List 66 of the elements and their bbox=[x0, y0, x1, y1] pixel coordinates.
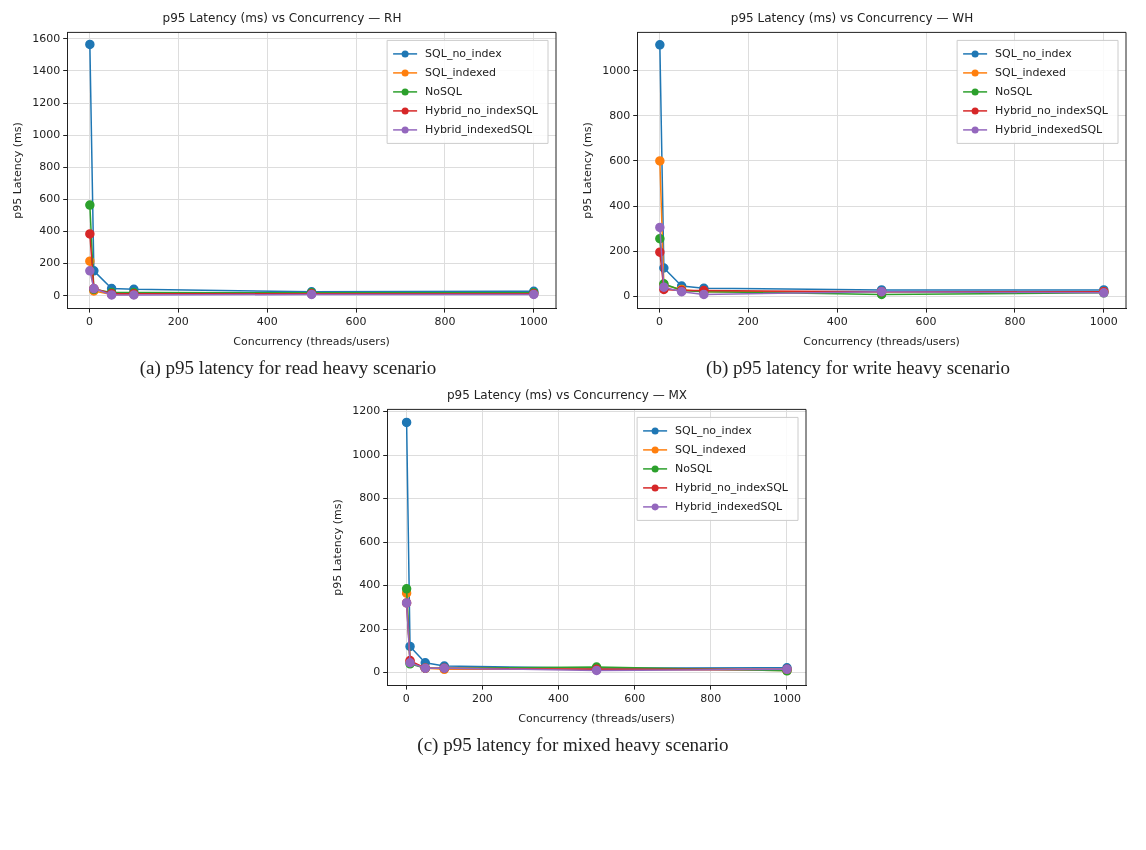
x-tick-label: 0 bbox=[85, 315, 93, 329]
legend-label: Hybrid_indexedSQL bbox=[425, 122, 534, 136]
legend-label: SQL_indexed bbox=[675, 442, 746, 456]
y-tick-label: 800 bbox=[609, 108, 631, 122]
chart-title: p95 Latency (ms) vs Concurrency — WH bbox=[730, 11, 974, 26]
y-tick-label: 400 bbox=[39, 224, 61, 238]
x-tick-label: 800 bbox=[434, 315, 456, 329]
x-tick-label: 1000 bbox=[772, 692, 801, 706]
y-axis-title: p95 Latency (ms) bbox=[11, 122, 25, 219]
y-tick-label: 1000 bbox=[32, 128, 61, 142]
y-tick-label: 1600 bbox=[32, 31, 61, 45]
x-tick-label: 400 bbox=[826, 315, 848, 329]
y-tick-label: 800 bbox=[39, 160, 61, 174]
text: (a) p95 latency for read heavy scenario bbox=[138, 357, 438, 379]
legend-label: NoSQL bbox=[995, 84, 1033, 98]
y-tick-label: 600 bbox=[39, 192, 61, 206]
x-axis-title: Concurrency (threads/users) bbox=[233, 335, 390, 349]
legend-label: SQL_no_index bbox=[995, 46, 1073, 60]
y-tick-label: 1400 bbox=[32, 63, 61, 77]
x-tick-label: 600 bbox=[624, 692, 646, 706]
x-tick-label: 800 bbox=[700, 692, 722, 706]
text: (c) p95 latency for mixed heavy scenario bbox=[416, 734, 730, 756]
y-axis-title: p95 Latency (ms) bbox=[331, 499, 345, 596]
y-tick-label: 0 bbox=[53, 288, 61, 302]
legend-label: Hybrid_no_indexSQL bbox=[425, 103, 539, 117]
legend-label: Hybrid_no_indexSQL bbox=[995, 103, 1109, 117]
y-tick-label: 1200 bbox=[352, 404, 381, 418]
x-tick-label: 200 bbox=[471, 692, 493, 706]
y-tick-label: 800 bbox=[359, 491, 381, 505]
y-tick-label: 200 bbox=[609, 243, 631, 257]
legend-label: Hybrid_no_indexSQL bbox=[675, 480, 789, 494]
y-tick-label: 400 bbox=[609, 198, 631, 212]
x-tick-label: 600 bbox=[915, 315, 937, 329]
chart-title: p95 Latency (ms) vs Concurrency — MX bbox=[446, 388, 688, 403]
legend-label: SQL_indexed bbox=[425, 65, 496, 79]
x-tick-label: 400 bbox=[256, 315, 278, 329]
legend-label: Hybrid_indexedSQL bbox=[995, 122, 1104, 136]
x-tick-label: 800 bbox=[1004, 315, 1026, 329]
y-tick-label: 200 bbox=[359, 621, 381, 635]
legend-label: SQL_indexed bbox=[995, 65, 1066, 79]
x-tick-label: 200 bbox=[167, 315, 189, 329]
legend-label: NoSQL bbox=[425, 84, 463, 98]
x-tick-label: 1000 bbox=[519, 315, 548, 329]
x-tick-label: 200 bbox=[737, 315, 759, 329]
x-tick-label: 0 bbox=[402, 692, 410, 706]
x-axis-title: Concurrency (threads/users) bbox=[803, 335, 960, 349]
y-tick-label: 400 bbox=[359, 578, 381, 592]
y-tick-label: 600 bbox=[359, 534, 381, 548]
text: (b) p95 latency for write heavy scenario bbox=[705, 357, 1011, 379]
chart-title: p95 Latency (ms) vs Concurrency — RH bbox=[162, 11, 402, 26]
y-tick-label: 600 bbox=[609, 153, 631, 167]
x-tick-label: 400 bbox=[548, 692, 570, 706]
x-tick-label: 1000 bbox=[1089, 315, 1118, 329]
x-axis-title: Concurrency (threads/users) bbox=[518, 712, 675, 726]
legend-label: Hybrid_indexedSQL bbox=[675, 499, 784, 513]
y-tick-label: 1000 bbox=[602, 63, 631, 77]
legend-label: SQL_no_index bbox=[425, 46, 503, 60]
x-tick-label: 0 bbox=[655, 315, 663, 329]
y-axis-title: p95 Latency (ms) bbox=[581, 122, 595, 219]
y-tick-label: 0 bbox=[623, 289, 631, 303]
legend-label: SQL_no_index bbox=[675, 423, 753, 437]
legend-label: NoSQL bbox=[675, 461, 713, 475]
y-tick-label: 0 bbox=[373, 665, 381, 679]
y-tick-label: 1000 bbox=[352, 447, 381, 461]
y-tick-label: 200 bbox=[39, 256, 61, 270]
y-tick-label: 1200 bbox=[32, 95, 61, 109]
